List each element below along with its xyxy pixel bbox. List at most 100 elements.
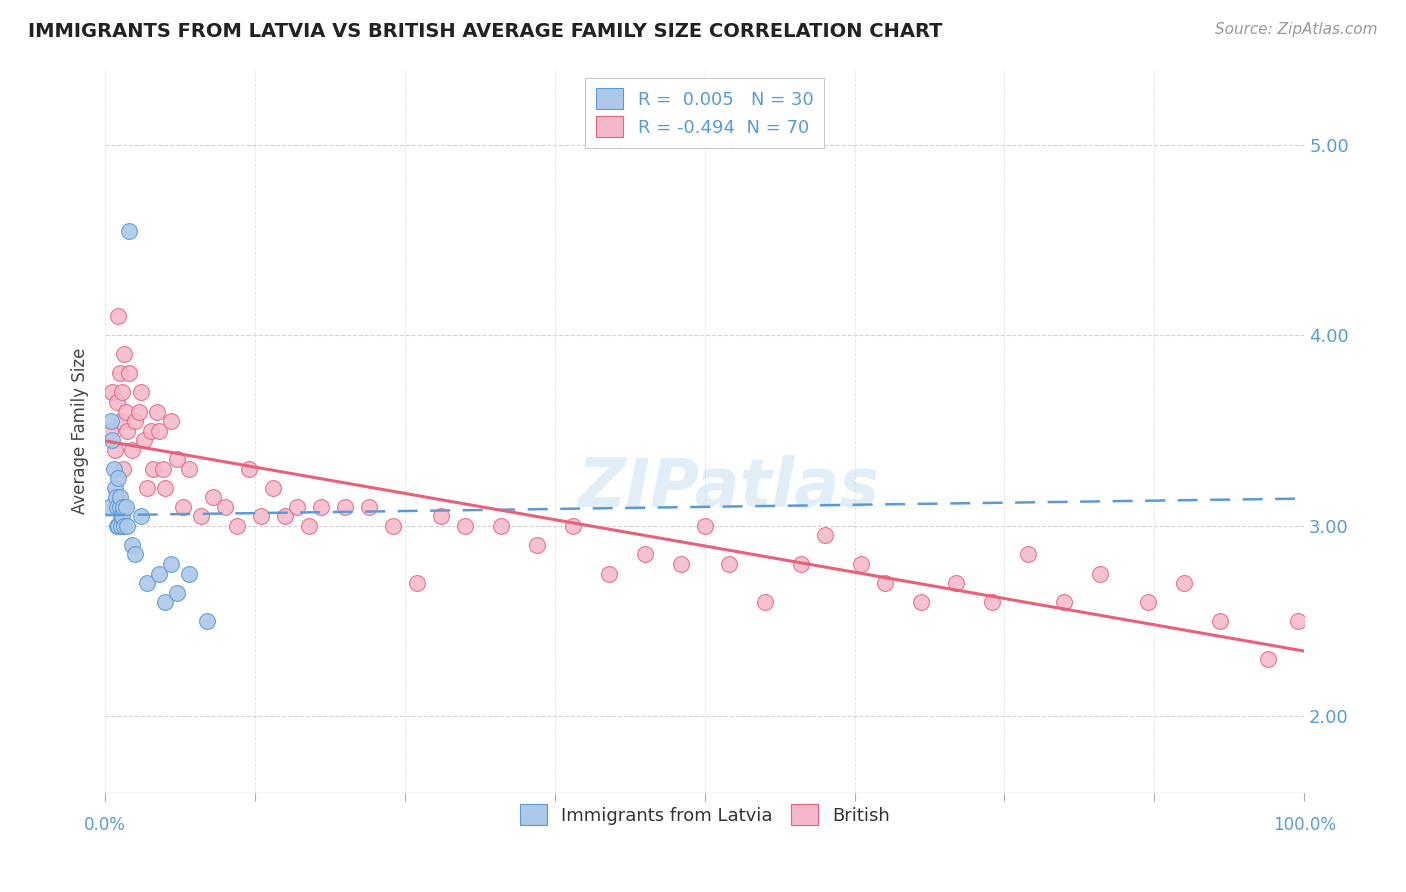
Point bbox=[717, 557, 740, 571]
Point bbox=[166, 452, 188, 467]
Point bbox=[98, 424, 121, 438]
Y-axis label: Average Family Size: Average Family Size bbox=[72, 347, 89, 514]
Point bbox=[298, 519, 321, 533]
Point bbox=[124, 548, 146, 562]
Point bbox=[693, 519, 716, 533]
Point bbox=[108, 491, 131, 505]
Point bbox=[179, 566, 201, 581]
Point bbox=[114, 500, 136, 514]
Point bbox=[121, 538, 143, 552]
Legend: Immigrants from Latvia, British: Immigrants from Latvia, British bbox=[510, 796, 898, 834]
Point bbox=[108, 367, 131, 381]
Point bbox=[598, 566, 620, 581]
Point bbox=[112, 461, 135, 475]
Point bbox=[166, 585, 188, 599]
Point bbox=[108, 500, 131, 514]
Point bbox=[112, 347, 135, 361]
Point bbox=[910, 595, 932, 609]
Point bbox=[489, 519, 512, 533]
Point bbox=[1286, 614, 1309, 628]
Point bbox=[101, 433, 124, 447]
Text: 100.0%: 100.0% bbox=[1272, 815, 1336, 834]
Point bbox=[309, 500, 332, 514]
Point bbox=[111, 385, 134, 400]
Point bbox=[789, 557, 811, 571]
Point bbox=[105, 395, 128, 409]
Point bbox=[406, 576, 429, 591]
Point bbox=[118, 223, 141, 237]
Point bbox=[104, 481, 127, 495]
Point bbox=[152, 461, 174, 475]
Point bbox=[142, 461, 165, 475]
Point bbox=[179, 461, 201, 475]
Point bbox=[333, 500, 356, 514]
Point bbox=[430, 509, 453, 524]
Point bbox=[153, 595, 176, 609]
Point bbox=[274, 509, 297, 524]
Point bbox=[561, 519, 583, 533]
Point bbox=[124, 414, 146, 428]
Point bbox=[112, 519, 135, 533]
Point bbox=[285, 500, 308, 514]
Point bbox=[1209, 614, 1232, 628]
Point bbox=[813, 528, 835, 542]
Point bbox=[172, 500, 194, 514]
Point bbox=[634, 548, 657, 562]
Text: Source: ZipAtlas.com: Source: ZipAtlas.com bbox=[1215, 22, 1378, 37]
Text: IMMIGRANTS FROM LATVIA VS BRITISH AVERAGE FAMILY SIZE CORRELATION CHART: IMMIGRANTS FROM LATVIA VS BRITISH AVERAG… bbox=[28, 22, 942, 41]
Point bbox=[101, 385, 124, 400]
Point bbox=[1257, 652, 1279, 666]
Point bbox=[981, 595, 1004, 609]
Point bbox=[114, 404, 136, 418]
Point bbox=[110, 414, 132, 428]
Point bbox=[238, 461, 260, 475]
Point bbox=[110, 519, 132, 533]
Point bbox=[128, 404, 150, 418]
Point bbox=[136, 576, 159, 591]
Point bbox=[148, 424, 170, 438]
Point bbox=[1173, 576, 1195, 591]
Point bbox=[1017, 548, 1039, 562]
Point bbox=[103, 461, 125, 475]
Point bbox=[250, 509, 273, 524]
Point bbox=[136, 481, 159, 495]
Point bbox=[129, 385, 152, 400]
Point bbox=[146, 404, 169, 418]
Point bbox=[1053, 595, 1076, 609]
Point bbox=[214, 500, 236, 514]
Point bbox=[190, 509, 212, 524]
Point bbox=[202, 491, 225, 505]
Point bbox=[873, 576, 896, 591]
Point bbox=[132, 433, 155, 447]
Point bbox=[107, 471, 129, 485]
Point bbox=[669, 557, 692, 571]
Point bbox=[105, 519, 128, 533]
Point bbox=[262, 481, 284, 495]
Point bbox=[100, 414, 122, 428]
Point bbox=[104, 442, 127, 457]
Point bbox=[121, 442, 143, 457]
Point bbox=[118, 367, 141, 381]
Point bbox=[1137, 595, 1160, 609]
Point bbox=[148, 566, 170, 581]
Point bbox=[115, 519, 138, 533]
Point bbox=[226, 519, 249, 533]
Point bbox=[1090, 566, 1112, 581]
Point bbox=[849, 557, 872, 571]
Point bbox=[107, 310, 129, 324]
Point bbox=[160, 557, 183, 571]
Point bbox=[153, 481, 176, 495]
Text: 0.0%: 0.0% bbox=[84, 815, 127, 834]
Point bbox=[945, 576, 967, 591]
Point bbox=[139, 424, 162, 438]
Point bbox=[105, 500, 128, 514]
Text: ZIPatlas: ZIPatlas bbox=[578, 455, 880, 521]
Point bbox=[110, 509, 132, 524]
Point bbox=[195, 614, 218, 628]
Point bbox=[381, 519, 404, 533]
Point bbox=[454, 519, 477, 533]
Point bbox=[105, 491, 128, 505]
Point bbox=[112, 500, 135, 514]
Point bbox=[754, 595, 776, 609]
Point bbox=[111, 509, 134, 524]
